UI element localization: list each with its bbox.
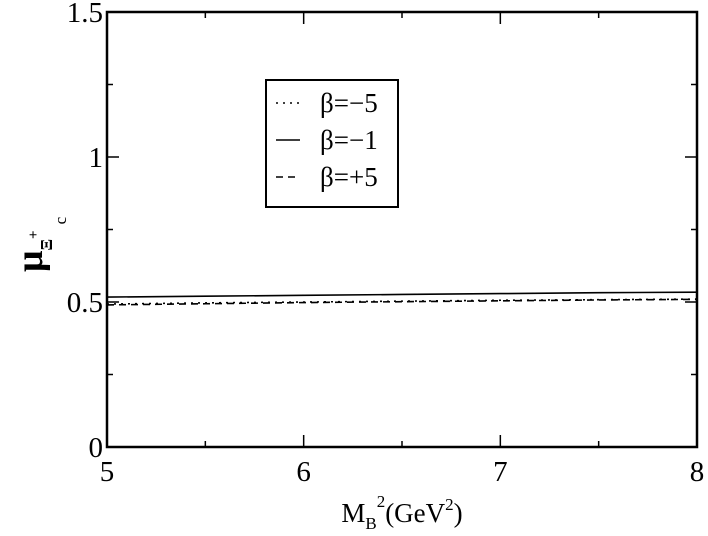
y-axis-label: μΞ+ c [9, 216, 70, 272]
series-line [106, 298, 698, 306]
x-tick-label: 7 [493, 456, 508, 488]
legend-box [265, 79, 399, 208]
x-label-main: M [341, 498, 365, 528]
x-label-rest-sup: 2 [445, 495, 454, 514]
x-label-close: ) [454, 498, 463, 528]
y-tick-label: 1 [89, 142, 104, 174]
y-label-sub: Ξ [37, 239, 56, 251]
x-tick-label: 6 [296, 456, 311, 488]
y-tick-label: 0 [89, 432, 104, 464]
x-tick-label: 5 [100, 456, 115, 488]
x-label-rest: (GeV [385, 498, 445, 528]
series-line [106, 298, 698, 305]
series-line [106, 291, 698, 298]
legend-label: β=+5 [320, 162, 378, 192]
legend-label: β=−1 [320, 125, 378, 155]
y-label-sub-sup: + [26, 230, 42, 239]
y-label-main: μ [9, 250, 51, 272]
plot-frame [105, 10, 699, 449]
y-label-sub-sub: c [51, 216, 70, 224]
x-tick-label: 8 [690, 456, 705, 488]
y-tick-label: 0.5 [67, 287, 103, 319]
x-label-sub: B [365, 514, 376, 533]
x-axis-label: MB2(GeV2) [341, 492, 462, 533]
x-label-sup: 2 [377, 492, 386, 511]
legend-label: β=−5 [320, 88, 378, 118]
y-tick-label: 1.5 [67, 0, 103, 29]
